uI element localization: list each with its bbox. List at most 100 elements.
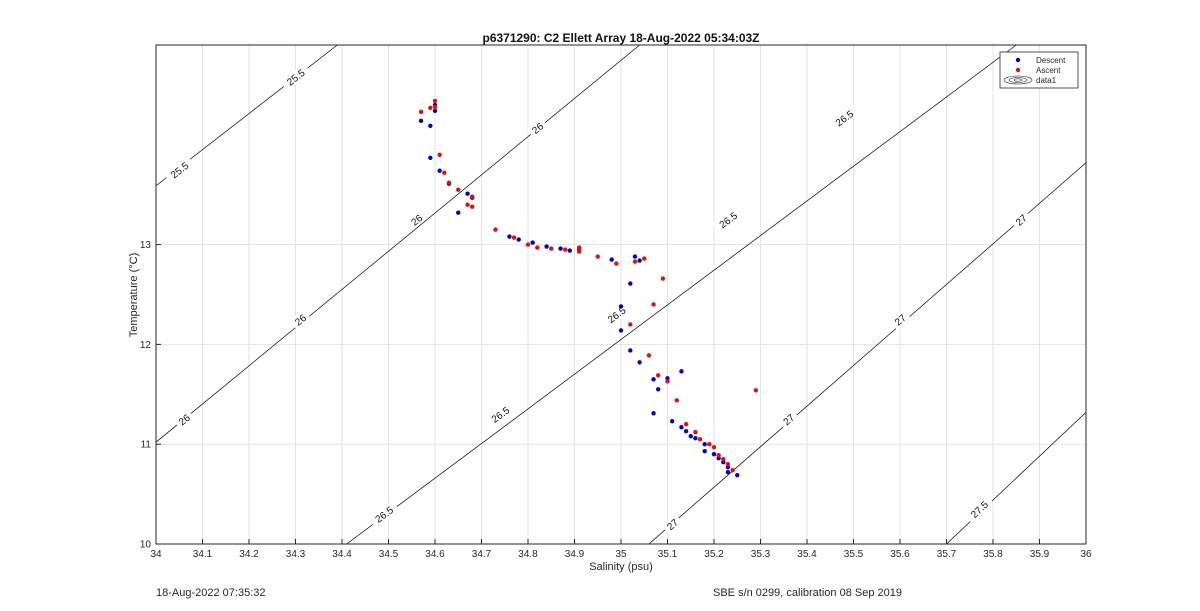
ascent-point [511,235,517,240]
x-tick-label: 34.3 [286,549,306,560]
contour-label: 26 [289,309,311,330]
contour-line [346,44,1017,545]
descent-point [693,436,698,441]
x-tick-label: 35.9 [1030,549,1050,560]
ascent-point [470,194,475,199]
contour-label: 26.5 [712,205,744,234]
legend-descent-marker [1015,57,1021,63]
x-tick-label: 34.8 [518,549,538,560]
descent-point [683,429,689,434]
descent-point [702,448,707,454]
contour-label-bg [889,309,911,330]
descent-point [418,118,424,124]
contour-label-bg [777,408,800,430]
ascent-point [632,259,638,264]
contour-label: 25.5 [163,155,195,184]
descent-point [688,434,693,439]
x-tick-label: 35 [615,549,627,560]
ascent-point [721,456,726,462]
ascent-point [432,98,438,104]
descent-point [637,258,642,263]
x-tick-label: 35.5 [844,549,864,560]
x-tick-label: 34.5 [379,549,399,560]
contour-label: 27 [889,309,911,330]
ascent-point [446,180,452,185]
ascent-point [646,353,652,358]
ascent-point [493,227,498,232]
ascent-point [730,467,735,473]
x-tick-label: 35.6 [890,549,910,560]
descent-point [632,254,638,259]
contour-label: 27.5 [964,494,995,524]
x-tick-label: 35.7 [937,549,957,560]
contour-label-bg [279,63,312,91]
descent-point [679,369,684,374]
contour-label-bg [600,300,632,329]
descent-point [618,304,624,309]
descent-point [530,240,535,245]
contour-label: 26.5 [368,500,400,528]
ascent-point [628,322,633,327]
ascent-point [563,247,568,252]
descent-point [628,348,633,353]
x-tick-label: 35.4 [797,549,817,560]
series-ascent [418,98,759,473]
y-axis-label: Temperature (°C) [128,253,140,337]
ascent-point [753,388,759,393]
ascent-point [525,242,531,247]
ascent-point [549,246,554,251]
ascent-point [456,187,461,192]
y-axis-ticks: 10 11 12 13 [140,240,161,551]
contour-label-bg [526,117,549,139]
descent-point [558,246,563,251]
contour-label-bg [828,104,860,132]
contour-label: 26 [405,209,428,230]
descent-point [507,234,512,239]
ascent-point [674,398,679,403]
y-tick-label: 11 [141,440,152,451]
ascent-point [651,302,656,307]
descent-point [432,108,438,114]
ascent-point [595,254,600,259]
descent-point [516,237,521,242]
data-points [418,98,759,478]
legend-ascent-label: Ascent [1036,66,1061,75]
contour-label-bg [1010,209,1032,231]
x-tick-label: 35.3 [751,549,771,560]
footer-timestamp: 18-Aug-2022 07:35:32 [156,587,266,599]
ascent-point [697,437,703,442]
contour-label: 26 [526,117,549,139]
footer-instrument: SBE s/n 0299, calibration 08 Sep 2019 [713,587,902,599]
contour-label-bg [368,500,400,528]
x-tick-label: 35.8 [983,549,1003,560]
contour-line [155,44,640,443]
contour-label-bg [964,494,995,524]
x-tick-label: 34.6 [425,549,445,560]
x-tick-label: 34.1 [193,549,213,560]
x-tick-label: 34.2 [239,549,259,560]
x-axis-ticks: 34 34.1 34.2 34.3 34.4 34.5 34.6 34.7 34.8 34.9 35… [150,539,1092,560]
contour-label: 26.5 [484,400,516,429]
descent-point [628,281,633,286]
descent-point [651,377,656,382]
descent-point [465,191,470,196]
chart-title: p6371290: C2 Ellett Array 18-Aug-2022 05… [482,31,759,45]
legend-descent-label: Descent [1036,56,1066,65]
x-tick-label: 36 [1080,549,1092,560]
y-tick-label: 12 [140,340,152,351]
y-tick-label: 13 [140,240,152,251]
descent-point [637,360,642,365]
ascent-point [665,379,670,384]
ascent-point [725,461,731,467]
contour-label-bg [163,155,195,184]
contour-label-bg [661,513,683,535]
descent-point [544,244,549,249]
descent-point [679,425,684,430]
ascent-point [535,245,540,250]
x-axis-label: Salinity (psu) [589,561,653,573]
ascent-point [442,170,447,175]
descent-point [656,387,661,392]
ascent-point [432,104,438,110]
descent-point [725,469,731,475]
